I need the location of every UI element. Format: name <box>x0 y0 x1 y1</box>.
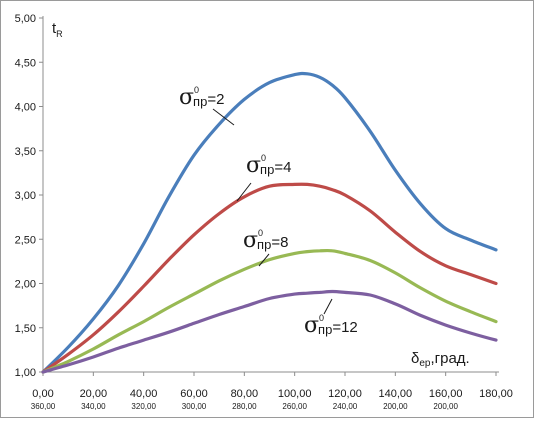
x-tick-label-secondary: 300,00 <box>182 402 207 411</box>
series-label-leader <box>323 298 333 315</box>
y-tick-labels: 1,00 1,50 2,00 2,50 3,00 3,50 4,00 4,50 5,00 <box>15 13 43 379</box>
series-labels: σ0 пр=2 σ0 пр=4 σ0 пр=8 σ0 пр=12 <box>179 85 358 338</box>
x-tick-label: 0,00 <box>32 388 53 400</box>
series-line-1 <box>41 71 498 374</box>
x-tick-label-secondary: 260,00 <box>282 402 307 411</box>
x-tick-label-secondary: 200,00 <box>433 402 458 411</box>
series-label-4: σ0 пр=12 <box>304 313 358 338</box>
x-tick-label: 120,00 <box>328 388 362 400</box>
x-tick-label: 180,00 <box>479 388 513 400</box>
x-tick-label: 40,00 <box>130 388 158 400</box>
x-tick-label-secondary: 240,00 <box>333 402 358 411</box>
y-axis-label: tR <box>52 20 63 39</box>
series-label-leader <box>236 182 252 202</box>
y-tick-label: 2,00 <box>15 279 36 291</box>
y-tick-label: 4,50 <box>15 57 36 69</box>
x-tick-label-secondary: 340,00 <box>81 402 106 411</box>
x-tick-label: 160,00 <box>429 388 463 400</box>
series-label-2: σ0 пр=4 <box>246 153 291 178</box>
series-lines <box>41 71 498 374</box>
y-tick-label: 5,00 <box>15 13 36 25</box>
x-tick-label: 60,00 <box>180 388 208 400</box>
series-label-1: σ0 пр=2 <box>179 85 224 110</box>
axes <box>42 16 499 373</box>
y-tick-label: 3,00 <box>15 190 36 202</box>
x-tick-labels: 0,00 360,00 20,00 340,00 40,00 320,00 60,00 300… <box>31 372 513 411</box>
x-tick-label: 20,00 <box>80 388 108 400</box>
x-tick-label-secondary: 320,00 <box>131 402 156 411</box>
series-label-leader <box>258 253 270 267</box>
x-tick-label: 100,00 <box>278 388 312 400</box>
series-line-4 <box>41 289 498 374</box>
y-tick-label: 4,00 <box>15 102 36 114</box>
x-tick-label: 80,00 <box>231 388 259 400</box>
y-tick-label: 1,50 <box>15 323 36 335</box>
x-tick-label-secondary: 280,00 <box>232 402 257 411</box>
x-tick-label: 140,00 <box>379 388 413 400</box>
x-tick-label-secondary: 360,00 <box>31 402 56 411</box>
series-line-3 <box>41 248 498 374</box>
y-tick-label: 3,50 <box>15 146 36 158</box>
series-line-2 <box>41 182 498 374</box>
series-label-3: σ0 пр=8 <box>243 228 288 253</box>
x-tick-label-secondary: 200,00 <box>383 402 408 411</box>
x-axis-label: δер,град. <box>411 350 470 369</box>
y-tick-label: 1,00 <box>15 367 36 379</box>
y-tick-label: 2,50 <box>15 234 36 246</box>
series-label-leader <box>212 108 235 126</box>
